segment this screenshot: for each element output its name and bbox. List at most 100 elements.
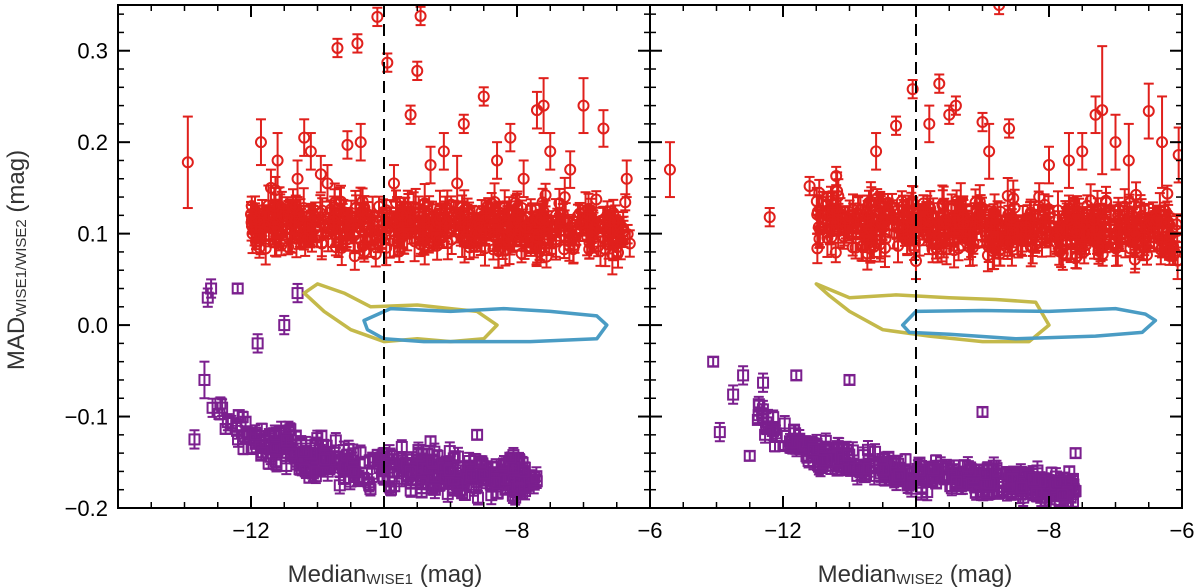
red-cloud-point xyxy=(489,203,502,222)
red-cloud-point xyxy=(245,200,258,228)
square-marker xyxy=(269,428,282,441)
circle-marker xyxy=(487,243,500,256)
square-marker xyxy=(471,428,484,441)
circle-marker xyxy=(341,138,354,151)
circle-marker xyxy=(387,177,400,190)
red-outlier-point xyxy=(451,154,464,212)
purple-cloud-point xyxy=(485,485,498,506)
x-tick-label: −6 xyxy=(637,518,662,543)
square-marker xyxy=(251,337,264,350)
red-cloud-point xyxy=(389,212,402,232)
square-marker xyxy=(249,428,262,441)
square-marker xyxy=(278,319,291,332)
circle-marker xyxy=(564,163,577,176)
y-tick-label: 0.1 xyxy=(77,222,108,247)
red-cloud-point xyxy=(380,229,393,267)
red-cloud-point xyxy=(354,227,367,253)
circle-marker xyxy=(408,235,421,248)
circle-marker xyxy=(366,223,379,236)
red-outlier-point xyxy=(491,141,504,180)
square-marker xyxy=(358,473,371,486)
red-outlier-point xyxy=(181,115,194,210)
square-marker xyxy=(311,432,324,445)
purple-cloud-point xyxy=(388,480,401,493)
circle-marker xyxy=(411,64,424,77)
circle-marker xyxy=(333,195,346,208)
square-marker xyxy=(491,487,504,500)
red-cloud-point xyxy=(292,222,305,250)
red-cloud-point xyxy=(418,208,431,231)
purple-cloud-point xyxy=(474,455,487,469)
square-marker xyxy=(474,456,487,469)
plot-marks xyxy=(663,5,1182,508)
square-marker xyxy=(219,422,232,435)
square-marker xyxy=(237,442,250,455)
red-cloud-point xyxy=(253,208,266,236)
circle-marker xyxy=(477,90,490,103)
circle-marker xyxy=(571,209,584,222)
red-outlier-point xyxy=(341,130,354,160)
purple-outlier-point xyxy=(205,278,218,299)
purple-cloud-point xyxy=(363,454,376,467)
red-cloud-point xyxy=(532,226,545,243)
purple-cloud-point xyxy=(428,480,441,500)
red-outlier-point xyxy=(354,122,367,162)
x-label-spacer xyxy=(413,561,420,588)
x-tick-label: −12 xyxy=(232,518,269,543)
square-marker xyxy=(385,483,398,496)
red-cloud-point xyxy=(538,212,551,246)
square-marker xyxy=(297,445,310,458)
circle-marker xyxy=(554,224,567,237)
purple-cloud-point xyxy=(465,465,478,486)
circle-marker xyxy=(463,241,476,254)
red-cloud-point xyxy=(473,212,486,238)
red-outlier-point xyxy=(298,118,311,157)
square-marker xyxy=(437,461,450,474)
circle-marker xyxy=(245,208,258,221)
red-cloud-point xyxy=(258,210,271,242)
circle-marker xyxy=(321,177,334,190)
red-outlier-point xyxy=(544,132,557,171)
circle-marker xyxy=(304,145,317,158)
circle-marker xyxy=(275,238,288,251)
circle-marker xyxy=(542,215,555,228)
circle-marker xyxy=(381,56,394,69)
circle-marker xyxy=(434,211,447,224)
circle-marker xyxy=(339,229,352,242)
red-outlier-point xyxy=(387,164,400,203)
square-marker xyxy=(205,282,218,295)
red-cloud-point xyxy=(487,238,500,261)
red-cloud-point xyxy=(309,201,322,237)
square-marker xyxy=(443,464,456,477)
circle-marker xyxy=(389,216,402,229)
circle-marker xyxy=(254,136,267,149)
red-outlier-point xyxy=(564,150,577,189)
red-cloud-point xyxy=(511,190,524,225)
circle-marker xyxy=(517,172,530,185)
red-outlier-point xyxy=(254,118,267,167)
circle-marker xyxy=(299,232,312,245)
square-marker xyxy=(188,433,201,446)
plot-marks xyxy=(181,5,636,508)
x-label-subscript: WISE1 xyxy=(366,571,413,588)
red-outlier-point xyxy=(304,132,317,171)
purple-outlier-point xyxy=(278,314,291,336)
circle-marker xyxy=(437,145,450,158)
circle-marker xyxy=(390,197,403,210)
circle-marker xyxy=(364,225,377,238)
square-marker xyxy=(426,455,439,468)
purple-cloud-point xyxy=(297,445,310,458)
square-marker xyxy=(236,411,249,424)
circle-marker xyxy=(369,247,382,260)
red-outlier-point xyxy=(477,86,490,107)
square-marker xyxy=(443,445,456,458)
y-tick-label: −0.1 xyxy=(65,405,108,430)
circle-marker xyxy=(544,145,557,158)
circle-marker xyxy=(556,207,569,220)
circle-marker xyxy=(371,10,384,23)
red-outlier-point xyxy=(577,77,590,135)
red-outlier-point xyxy=(504,122,517,153)
square-marker xyxy=(198,373,211,386)
circle-marker xyxy=(327,215,340,228)
square-marker xyxy=(415,477,428,490)
